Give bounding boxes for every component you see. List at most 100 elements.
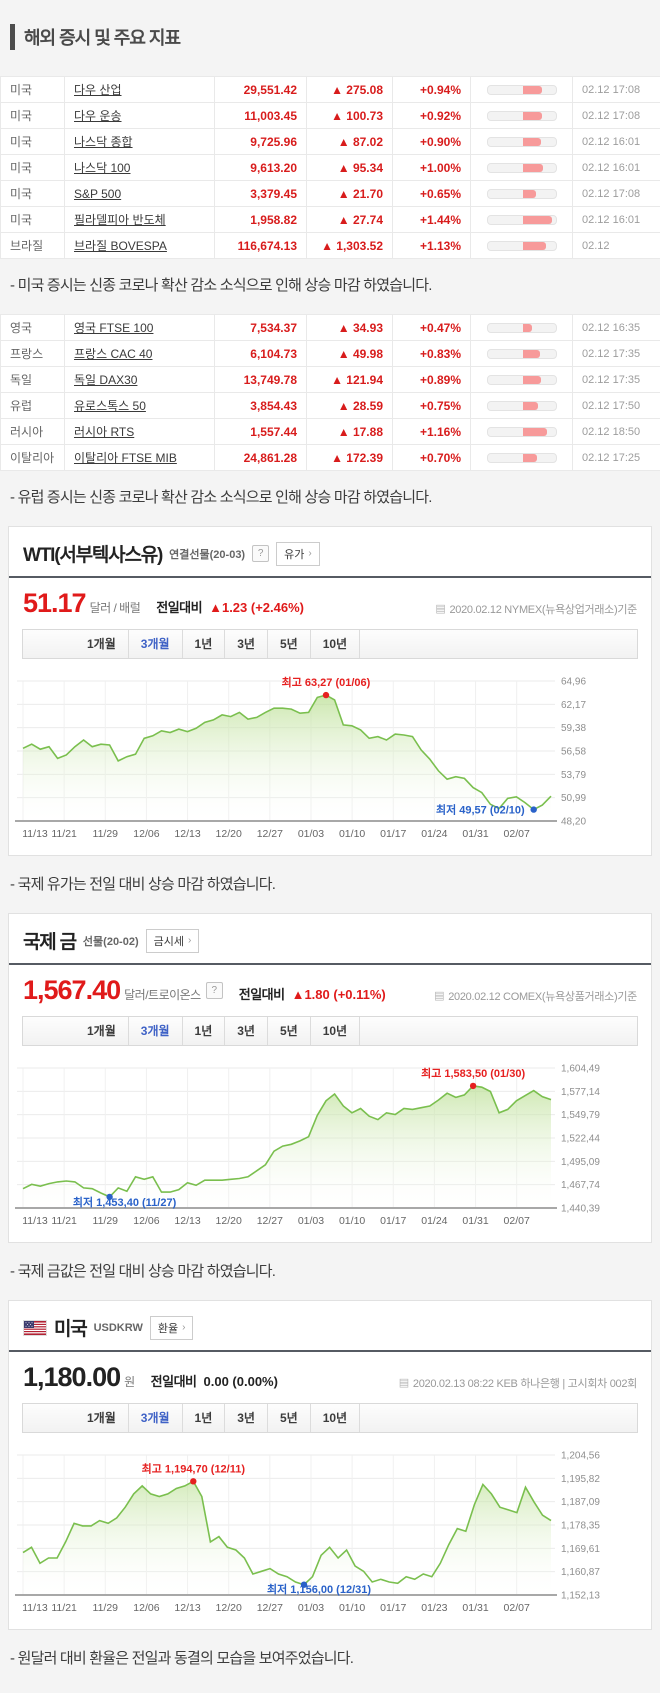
percent-cell: +1.44% [393,207,471,233]
time-cell: 02.12 17:08 [573,103,660,129]
svg-text:11/29: 11/29 [93,828,119,840]
index-link[interactable]: 독일 DAX30 [74,373,137,387]
index-name-cell: 러시아 RTS [65,419,215,445]
tab-1년[interactable]: 1년 [182,630,225,658]
index-name-cell: 영국 FTSE 100 [65,315,215,341]
index-link[interactable]: 유로스톡스 50 [74,399,146,413]
wti-price-row: 51.17 달러 / 배럴 전일대비 ▲1.23 (+2.46%) ▤2020.… [9,578,651,627]
tab-1개월[interactable]: 1개월 [75,630,128,658]
svg-text:11/21: 11/21 [51,828,77,840]
gold-title: 국제 금 [23,927,76,954]
country-cell: 미국 [1,103,65,129]
index-link[interactable]: 다우 운송 [74,109,122,123]
percent-cell: +1.13% [393,233,471,259]
diff-label: 전일대비 [151,1371,197,1390]
index-link[interactable]: 이탈리아 FTSE MIB [74,451,177,465]
svg-text:12/20: 12/20 [216,1215,242,1227]
value-cell: 24,861.28 [215,445,307,471]
svg-text:12/27: 12/27 [257,1215,283,1227]
tab-3개월[interactable]: 3개월 [128,1017,182,1045]
percent-cell: +1.16% [393,419,471,445]
tab-3개월[interactable]: 3개월 [128,630,182,658]
value-cell: 11,003.45 [215,103,307,129]
change-gauge-fill [523,242,546,250]
svg-text:01/24: 01/24 [421,828,447,840]
tab-3년[interactable]: 3년 [224,1404,267,1432]
tab-1년[interactable]: 1년 [182,1017,225,1045]
oil-price-button[interactable]: 유가› [276,542,320,566]
percent-cell: +1.00% [393,155,471,181]
change-bar-cell [471,181,573,207]
country-cell: 이탈리아 [1,445,65,471]
index-name-cell: 필라델피아 반도체 [65,207,215,233]
tab-5년[interactable]: 5년 [267,1404,310,1432]
usd-card: 미국 USDKRW 환율› 1,180.00 원 전일대비 0.00 (0.00… [8,1300,652,1630]
svg-text:1,160,87: 1,160,87 [561,1567,600,1578]
svg-text:01/17: 01/17 [380,1602,406,1614]
change-bar-cell [471,367,573,393]
index-link[interactable]: 프랑스 CAC 40 [74,347,152,361]
svg-text:11/13: 11/13 [22,1215,48,1227]
svg-text:12/06: 12/06 [133,1602,159,1614]
gold-basis: ▤2020.02.12 COMEX(뉴욕상품거래소)기준 [434,988,637,1004]
value-cell: 6,104.73 [215,341,307,367]
change-gauge-fill [523,324,533,332]
gold-area-chart: 1,604,491,577,141,549,791,522,441,495,09… [13,1058,657,1234]
change-gauge-fill [523,190,536,198]
change-bar-cell [471,233,573,259]
tab-3년[interactable]: 3년 [224,630,267,658]
index-link[interactable]: 러시아 RTS [74,425,134,439]
index-link[interactable]: 영국 FTSE 100 [74,321,153,335]
svg-text:최고 63,27 (01/06): 최고 63,27 (01/06) [282,675,371,689]
tab-10년[interactable]: 10년 [310,1017,359,1045]
gold-price-row: 1,567.40 달러/트로이온스 ? 전일대비 ▲1.80 (+0.11%) … [9,965,651,1014]
calendar-icon: ▤ [399,1376,409,1389]
change-gauge-track [487,85,557,95]
calendar-icon: ▤ [434,989,444,1002]
tab-10년[interactable]: 10년 [310,1404,359,1432]
calendar-icon: ▤ [435,602,445,615]
tab-5년[interactable]: 5년 [267,1017,310,1045]
tab-1년[interactable]: 1년 [182,1404,225,1432]
svg-text:01/31: 01/31 [462,1215,488,1227]
tab-5년[interactable]: 5년 [267,630,310,658]
index-link[interactable]: 필라델피아 반도체 [74,213,166,227]
svg-text:11/21: 11/21 [51,1602,77,1614]
country-cell: 미국 [1,129,65,155]
tab-10년[interactable]: 10년 [310,630,359,658]
index-link[interactable]: 다우 산업 [74,83,122,97]
help-icon[interactable]: ? [252,545,269,562]
time-cell: 02.12 17:08 [573,181,660,207]
exchange-rate-button[interactable]: 환율› [150,1316,194,1340]
page-header: 해외 증시 및 주요 지표 [0,0,660,76]
index-link[interactable]: S&P 500 [74,187,121,201]
svg-text:1,169,61: 1,169,61 [561,1544,600,1555]
us-market-note: - 미국 증시는 신종 코로나 확산 감소 소식으로 인해 상승 마감 하였습니… [0,259,660,314]
svg-text:02/07: 02/07 [504,828,530,840]
value-cell: 116,674.13 [215,233,307,259]
tab-1개월[interactable]: 1개월 [75,1404,128,1432]
tab-3년[interactable]: 3년 [224,1017,267,1045]
value-cell: 3,854.43 [215,393,307,419]
gold-price-button[interactable]: 금시세› [146,929,200,953]
time-cell: 02.12 16:01 [573,129,660,155]
svg-text:53,79: 53,79 [561,770,586,781]
tabbar-spacer [359,630,637,658]
change-cell: ▲ 34.93 [307,315,393,341]
change-gauge-track [487,349,557,359]
index-link[interactable]: 나스닥 100 [74,161,130,175]
tab-3개월[interactable]: 3개월 [128,1404,182,1432]
change-bar-cell [471,315,573,341]
wti-contract-label: 연결선물(20-03) [169,546,245,562]
index-link[interactable]: 브라질 BOVESPA [74,239,167,253]
help-icon[interactable]: ? [206,982,223,999]
index-name-cell: 브라질 BOVESPA [65,233,215,259]
chevron-right-icon: › [182,1322,185,1333]
index-link[interactable]: 나스닥 종합 [74,135,133,149]
tab-1개월[interactable]: 1개월 [75,1017,128,1045]
svg-text:최저 1,156,00 (12/31): 최저 1,156,00 (12/31) [267,1582,371,1596]
